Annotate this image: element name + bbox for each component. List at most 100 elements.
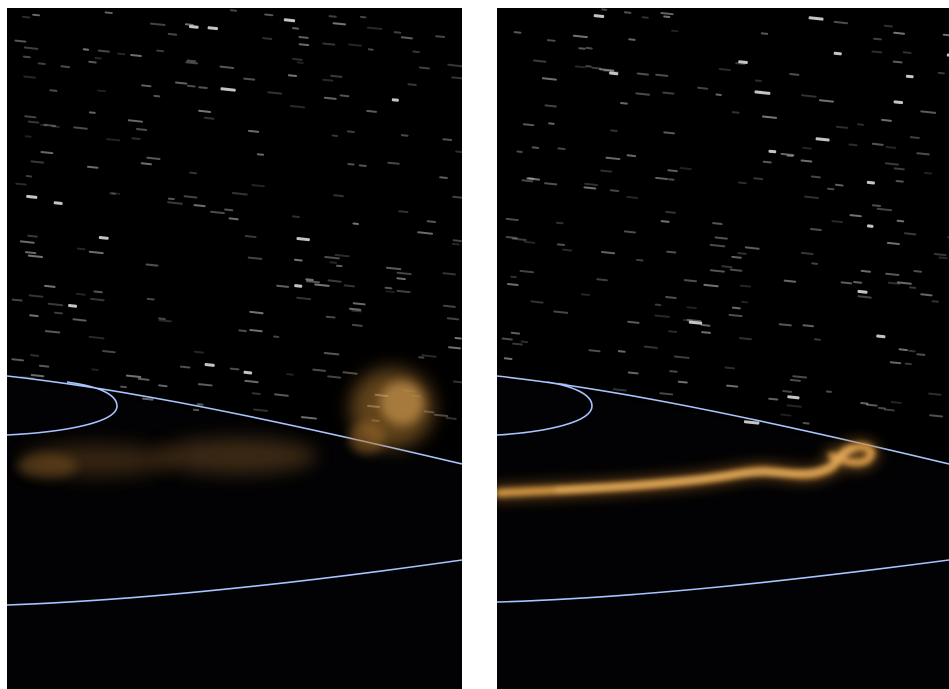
star-streak (521, 179, 534, 183)
star-streak (238, 329, 247, 333)
star-streak (886, 241, 900, 246)
star-streak (273, 335, 280, 338)
star-streak (619, 101, 628, 105)
star-streak (804, 195, 819, 199)
star-streak (385, 290, 395, 294)
star-streak (276, 284, 290, 288)
star-streak (709, 243, 726, 248)
star-streak (40, 150, 54, 155)
star-streak (452, 380, 462, 384)
star-streak (387, 161, 400, 165)
star-streak (933, 252, 947, 257)
star-streak (24, 115, 37, 119)
star-streak (442, 304, 456, 308)
star-streak (37, 62, 46, 66)
star-streak (347, 162, 355, 166)
star-streak (289, 104, 306, 109)
star-streak (753, 177, 764, 181)
star-streak (662, 91, 675, 95)
star-streak (626, 195, 639, 199)
star-streak (738, 181, 747, 185)
star-streak (75, 292, 86, 296)
star-streak (445, 416, 457, 420)
star-streak (442, 272, 456, 276)
star-streak (660, 220, 670, 223)
star-streak (890, 400, 902, 404)
star-streak (786, 154, 794, 158)
star-streak (366, 26, 383, 31)
star-streak (346, 130, 355, 134)
star-streak (184, 23, 194, 27)
left-inner-orbit (7, 381, 118, 436)
star-streak (426, 220, 437, 223)
star-streak (655, 176, 669, 181)
star-streak (600, 169, 613, 173)
star-streak (884, 162, 900, 166)
star-streak (305, 280, 321, 284)
star-streak (754, 90, 771, 95)
star-streak (24, 251, 37, 255)
star-streak (871, 50, 883, 54)
star-streak (889, 361, 902, 365)
star-streak (298, 35, 309, 39)
star-streak (556, 243, 566, 247)
star-streak (818, 99, 835, 103)
star-streak (881, 118, 892, 122)
star-streak (396, 271, 412, 276)
star-streak (149, 22, 166, 27)
star-streak (510, 275, 517, 279)
star-streak (801, 94, 817, 98)
star-streak (931, 300, 939, 303)
star-streak (296, 61, 304, 64)
star-streak (924, 171, 933, 175)
star-streak (229, 9, 238, 12)
star-streak (856, 123, 865, 126)
star-streak (721, 265, 733, 269)
star-streak (743, 420, 760, 425)
star-streak (585, 46, 593, 50)
star-streak (244, 234, 257, 239)
star-streak (671, 29, 679, 33)
star-streak (580, 293, 591, 297)
star-streak (88, 111, 96, 114)
star-streak (447, 63, 462, 68)
star-streak (916, 353, 926, 356)
star-streak (28, 294, 44, 298)
star-streak (833, 20, 849, 25)
star-streak (895, 179, 904, 183)
star-streak (351, 323, 363, 327)
star-streak (332, 22, 347, 26)
star-streak (327, 279, 342, 283)
star-streak (761, 115, 778, 119)
star-streak (683, 279, 698, 283)
star-streak (731, 306, 741, 310)
star-streak (88, 60, 97, 64)
star-streak (247, 129, 260, 133)
star-streak (19, 240, 35, 244)
star-streak (339, 94, 350, 98)
star-streak (23, 75, 36, 79)
star-streak (883, 408, 895, 412)
star-streak (628, 38, 636, 41)
star-streak (442, 138, 453, 142)
star-streak (531, 146, 540, 149)
star-streak (24, 135, 32, 138)
star-streak (800, 251, 814, 256)
star-streak (328, 15, 337, 18)
star-streak (140, 162, 152, 166)
star-streak (866, 180, 875, 185)
star-streak (522, 123, 535, 127)
star-streak (835, 125, 849, 129)
star-streak (72, 318, 87, 322)
star-streak (88, 250, 104, 255)
star-streak (451, 76, 462, 80)
star-streak (153, 94, 161, 98)
star-streak (873, 37, 882, 41)
star-streak (435, 35, 446, 39)
star-streak (335, 264, 343, 268)
star-streak (247, 256, 263, 260)
star-streak (920, 110, 937, 114)
star-streak (562, 248, 573, 252)
star-streak (262, 37, 273, 40)
star-streak (412, 50, 420, 54)
